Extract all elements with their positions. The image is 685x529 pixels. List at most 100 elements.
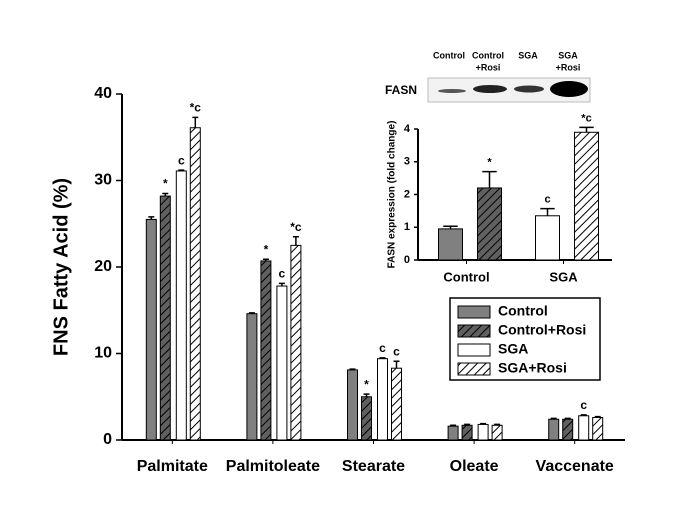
- error-bar: [480, 422, 487, 425]
- legend-swatch: [457, 343, 491, 357]
- error-bar: [349, 368, 356, 370]
- y-tick-label: 20: [94, 258, 112, 275]
- bar: [361, 396, 372, 441]
- significance-marker: c: [279, 267, 286, 281]
- bar: [391, 367, 402, 441]
- lane-label: SGA: [518, 50, 538, 60]
- error-bar: [594, 415, 601, 418]
- legend-label: Control+Rosi: [498, 322, 586, 338]
- error-bar: [178, 169, 185, 171]
- x-tick-label: SGA: [549, 269, 578, 284]
- y-tick-label: 40: [94, 85, 112, 102]
- x-tick-label: Vaccenate: [536, 458, 614, 475]
- bar: [260, 260, 272, 441]
- y-tick-label: 0: [103, 431, 112, 448]
- significance-marker: c: [379, 341, 386, 355]
- y-tick-label: 4: [404, 123, 411, 135]
- legend-swatch: [457, 305, 491, 319]
- legend-label: Control: [498, 303, 548, 319]
- bar: [535, 215, 560, 261]
- lane-label: Control: [472, 50, 504, 60]
- bar: [276, 285, 288, 441]
- significance-marker: *c: [190, 101, 202, 115]
- x-tick-label: Palmitoleate: [226, 458, 320, 475]
- bar: [592, 417, 604, 441]
- bar: [578, 415, 590, 441]
- error-bar: [148, 216, 155, 220]
- western-blot: [427, 77, 591, 103]
- bar: [159, 195, 171, 441]
- blot-band: [438, 89, 466, 93]
- y-axis-title: FNS Fatty Acid (%): [50, 178, 72, 356]
- significance-marker: *c: [581, 112, 591, 124]
- legend-swatch: [457, 324, 491, 338]
- lane-label: +Rosi: [476, 62, 501, 72]
- significance-marker: c: [178, 153, 185, 167]
- y-tick-label: 3: [404, 156, 410, 168]
- error-bar: [580, 414, 587, 416]
- error-bar: [450, 424, 457, 427]
- bar: [491, 424, 503, 441]
- blot-band: [550, 81, 588, 97]
- significance-marker: *: [487, 156, 492, 168]
- significance-marker: c: [580, 398, 587, 412]
- blot-label: FASN: [385, 83, 417, 97]
- bar: [290, 244, 302, 441]
- x-tick-label: Oleate: [450, 458, 499, 475]
- lane-label: +Rosi: [556, 62, 581, 72]
- y-tick-label: 1: [404, 221, 410, 233]
- bar: [447, 425, 459, 441]
- bar: [377, 358, 388, 441]
- blot-band: [473, 85, 507, 93]
- error-bar: [262, 258, 269, 261]
- x-tick-label: Palmitate: [137, 458, 208, 475]
- y-tick-label: 10: [94, 345, 112, 362]
- error-bar: [248, 312, 255, 314]
- significance-marker: c: [544, 193, 550, 205]
- bar: [175, 170, 187, 441]
- bar: [189, 127, 201, 441]
- x-tick-label: Control: [443, 269, 489, 284]
- y-tick-label: 30: [94, 172, 112, 189]
- lane-label: SGA: [558, 50, 578, 60]
- legend-swatch: [457, 362, 491, 376]
- significance-marker: *: [264, 242, 269, 256]
- error-bar: [363, 393, 370, 397]
- significance-marker: *: [364, 377, 369, 391]
- significance-marker: c: [393, 344, 400, 358]
- error-bar: [379, 357, 386, 359]
- legend-label: SGA: [498, 341, 528, 357]
- significance-marker: *c: [290, 220, 302, 234]
- bar: [246, 313, 258, 441]
- error-bar: [292, 235, 299, 246]
- error-bar: [482, 170, 497, 188]
- error-bar: [443, 225, 458, 229]
- error-bar: [540, 207, 555, 216]
- bar: [347, 369, 358, 441]
- bar: [574, 131, 599, 261]
- error-bar: [579, 126, 594, 133]
- error-bar: [192, 116, 199, 128]
- error-bar: [494, 423, 501, 426]
- bar: [461, 424, 473, 441]
- y-axis-title: FASN expression (fold change): [387, 121, 398, 269]
- bar: [438, 228, 463, 261]
- error-bar: [550, 417, 557, 420]
- lane-label: Control: [433, 50, 465, 60]
- bar: [477, 187, 502, 261]
- error-bar: [564, 417, 571, 420]
- bar: [548, 418, 560, 441]
- bar: [145, 218, 157, 441]
- y-tick-label: 0: [404, 254, 410, 266]
- legend-label: SGA+Rosi: [498, 360, 567, 376]
- bar: [477, 423, 489, 441]
- error-bar: [393, 360, 400, 369]
- error-bar: [464, 423, 471, 426]
- bar: [562, 418, 574, 441]
- y-tick-label: 2: [404, 188, 410, 200]
- x-tick-label: Stearate: [342, 458, 405, 475]
- error-bar: [162, 192, 169, 197]
- blot-band: [514, 85, 544, 93]
- significance-marker: *: [163, 177, 168, 191]
